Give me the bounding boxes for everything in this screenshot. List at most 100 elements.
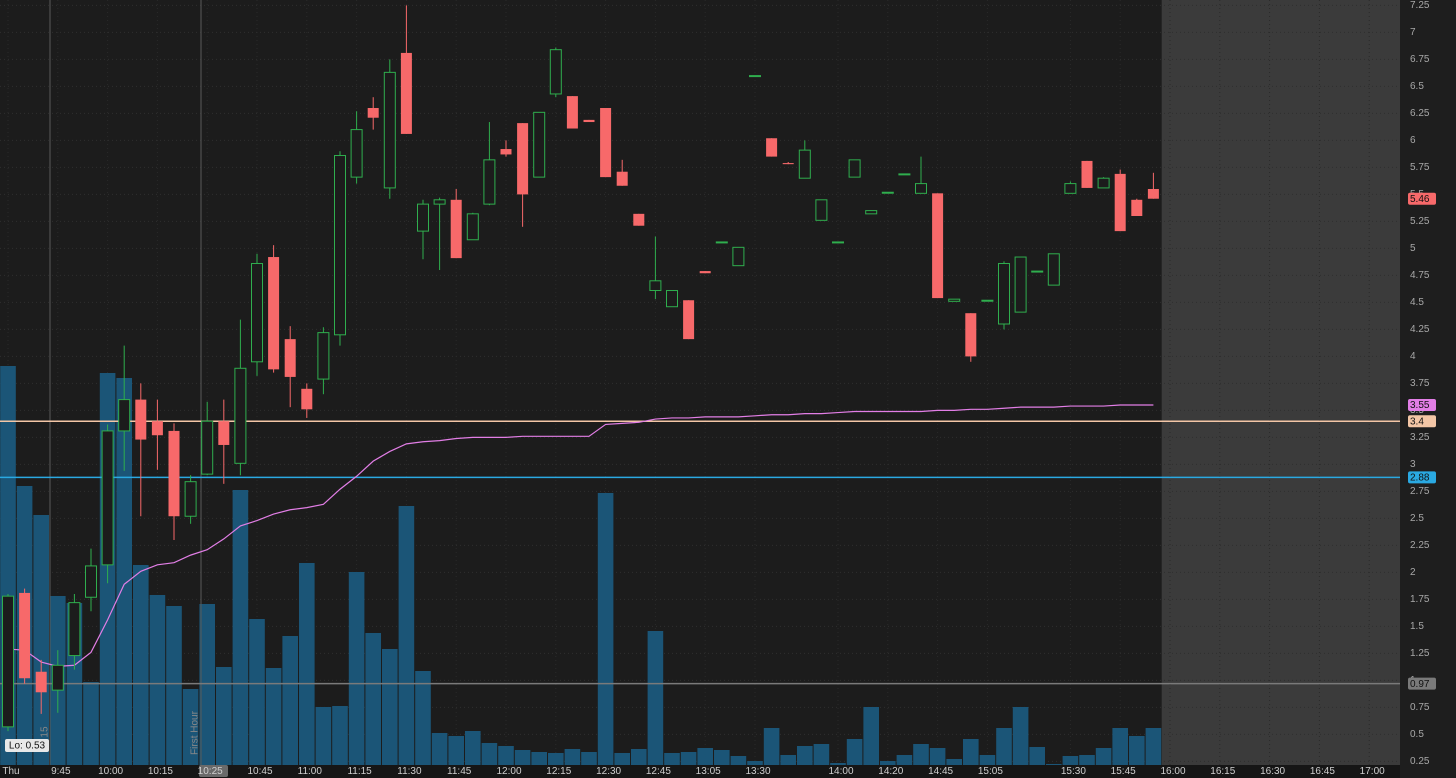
volume-bar	[348, 572, 365, 765]
volume-bar	[597, 493, 614, 765]
price-level-badge	[1408, 415, 1436, 428]
x-tick-label: 10:00	[98, 766, 123, 777]
y-tick-label: 1.5	[1410, 621, 1424, 632]
last-price-label: 5.46	[1410, 194, 1430, 205]
volume-bar	[166, 606, 182, 765]
candle-body	[466, 213, 479, 241]
x-tick-label: 11:15	[347, 766, 372, 777]
x-tick-label: 12:15	[546, 766, 571, 777]
volume-bar	[846, 739, 863, 765]
volume-bar	[1046, 764, 1062, 765]
candle-body	[533, 111, 546, 178]
candle-body	[450, 199, 462, 259]
candle-body	[334, 155, 346, 336]
volume-bar	[979, 755, 996, 765]
volume-bar	[913, 744, 929, 765]
candle-body	[101, 430, 114, 566]
candle-body	[1147, 189, 1159, 199]
y-tick-label: 6.25	[1410, 108, 1430, 119]
price-level-label: 2.88	[1410, 473, 1430, 484]
price-level-label: 3.4	[1410, 416, 1424, 427]
candle-body	[965, 313, 977, 357]
vwap-label: 3.55	[1410, 400, 1430, 411]
volume-bar	[1029, 747, 1045, 765]
volume-bar	[581, 752, 597, 765]
candle-body	[317, 332, 330, 380]
candle-body	[948, 298, 961, 302]
volume-bar	[182, 689, 199, 765]
time-axis-background	[0, 765, 1400, 778]
candle-body	[517, 123, 529, 195]
volume-bar	[996, 728, 1012, 765]
price-level-badge	[1408, 471, 1436, 484]
first-hour-label: First Hour	[190, 710, 201, 755]
vwap-line	[7, 404, 1154, 667]
volume-bar	[249, 619, 265, 765]
vwap-badge	[1408, 399, 1436, 411]
candle-body	[51, 664, 64, 691]
x-tick-label: 17:00	[1360, 766, 1385, 777]
y-tick-label: 5.75	[1410, 162, 1430, 173]
candle-body	[383, 71, 396, 189]
candle-body	[417, 203, 429, 232]
candle-body	[683, 300, 695, 340]
candle-body	[616, 171, 628, 186]
candle-body	[400, 52, 412, 134]
volume-bar	[315, 707, 332, 765]
volume-bar	[780, 755, 796, 765]
candle-body	[566, 96, 578, 129]
volume-bar	[465, 731, 481, 765]
x-tick-label: Thu	[2, 766, 19, 777]
volume-bar	[1145, 728, 1162, 765]
volume-bar	[1112, 728, 1128, 765]
price-axis-background	[1400, 0, 1456, 778]
candle-body	[151, 421, 163, 436]
time-cursor-highlight	[199, 765, 228, 777]
y-tick-label: 4	[1410, 351, 1416, 362]
candle-body	[633, 213, 645, 226]
volume-bar	[498, 746, 514, 765]
candle-body	[500, 149, 512, 155]
volume-bar	[963, 739, 979, 765]
y-tick-label: 2	[1410, 567, 1416, 578]
volume-bar	[481, 743, 498, 765]
y-tick-label: 4.25	[1410, 324, 1430, 335]
candle-body	[1081, 160, 1093, 188]
candle-body	[1131, 199, 1143, 216]
candle-body	[732, 246, 745, 267]
candle-body	[433, 199, 446, 205]
candle-body	[1114, 173, 1126, 232]
candle-body	[832, 241, 844, 244]
x-tick-label: 13:05	[696, 766, 721, 777]
candle-body	[85, 565, 97, 598]
candle-body	[251, 263, 263, 363]
candle-body	[1014, 256, 1027, 313]
candle-body	[981, 299, 994, 302]
volume-bar	[282, 636, 298, 765]
x-tick-label: 9:45	[51, 766, 71, 777]
candle-body	[284, 339, 296, 377]
volume-bar	[680, 752, 697, 765]
candle-body	[666, 290, 678, 308]
volume-bar	[880, 761, 896, 765]
volume-bar	[398, 506, 415, 765]
y-tick-label: 0.25	[1410, 756, 1430, 767]
x-tick-label: 15:45	[1111, 766, 1136, 777]
volume-bar	[149, 595, 166, 765]
candle-body	[301, 388, 313, 410]
candle-body	[749, 75, 761, 78]
y-tick-label: 2.75	[1410, 486, 1430, 497]
volume-bar	[431, 733, 448, 765]
volume-bar	[33, 515, 49, 765]
x-tick-label: 11:30	[397, 766, 422, 777]
volume-bar	[514, 750, 531, 765]
candle-body	[798, 149, 811, 179]
candle-body	[649, 280, 662, 292]
x-tick-label: 14:45	[928, 766, 953, 777]
x-tick-label: 13:30	[745, 766, 770, 777]
candle-body	[1047, 253, 1060, 286]
x-tick-label: 10:25	[198, 766, 223, 777]
x-tick-label: 14:20	[878, 766, 903, 777]
candle-body	[2, 595, 14, 728]
